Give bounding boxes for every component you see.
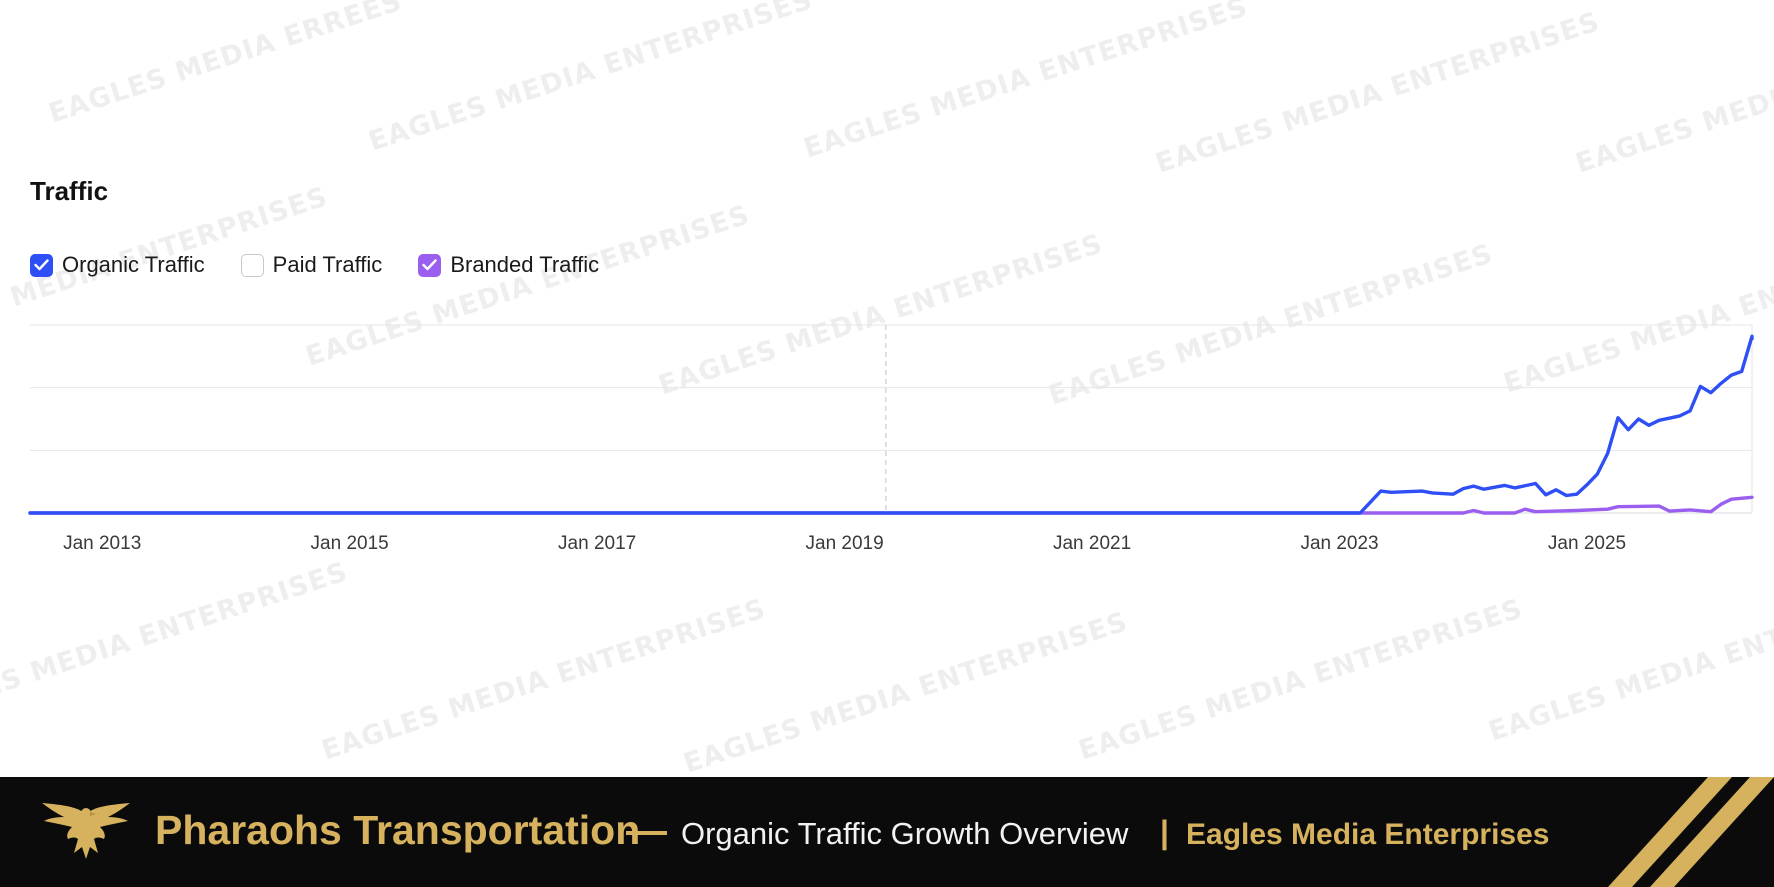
- legend-label-paid-traffic: Paid Traffic: [272, 252, 383, 277]
- gold-stripes-decoration: [1608, 777, 1774, 887]
- watermark-text: EAGLES MEDIA ENTERPRISES: [1075, 593, 1527, 767]
- organic-traffic-checkbox[interactable]: [30, 253, 53, 277]
- footer-company-title: Pharaohs Transportation: [155, 807, 641, 853]
- legend-label-organic-traffic: Organic Traffic: [62, 252, 205, 277]
- legend-toggle-branded-traffic[interactable]: Branded Traffic: [418, 252, 599, 278]
- footer-banner: Pharaohs Transportation — Organic Traffi…: [0, 777, 1774, 887]
- eagle-icon: [42, 803, 130, 859]
- watermark-text: EAGLES MEDIA ENTERPRISES: [680, 606, 1132, 777]
- watermark-text: EAGLES MEDIA ENTERPRISES: [1485, 574, 1774, 748]
- branded-traffic-checkbox[interactable]: [418, 253, 442, 277]
- watermark-text: EAGLES MEDIA ENTERPRISES: [365, 0, 817, 158]
- footer-subtitle: Organic Traffic Growth Overview: [681, 816, 1129, 851]
- legend-label-branded-traffic: Branded Traffic: [450, 252, 600, 277]
- footer-separator: |: [1160, 814, 1169, 850]
- x-tick-label: Jan 2025: [1548, 533, 1626, 554]
- section-title: Traffic: [30, 176, 109, 206]
- chart-legend: Organic Traffic Paid Traffic Branded Tra…: [30, 251, 635, 279]
- footer-dash: —: [626, 807, 667, 853]
- x-tick-label: Jan 2023: [1300, 533, 1378, 554]
- watermark-text: EAGLES MEDIA ENTERPRISES: [1152, 6, 1604, 180]
- watermark-text: EAGLES MEDIA ENTERPRISES: [318, 593, 770, 767]
- x-tick-label: Jan 2013: [63, 533, 141, 554]
- watermark-text: EAGLES MEDIA ENTERPRISES: [1572, 6, 1774, 180]
- series-line-organic-traffic: [28, 334, 1754, 515]
- legend-toggle-paid-traffic[interactable]: Paid Traffic: [240, 252, 383, 278]
- watermark-text: EAGLES MEDIA ENTERPRISES: [0, 556, 352, 730]
- footer-brand-name: Eagles Media Enterprises: [1186, 818, 1550, 851]
- x-tick-label: Jan 2015: [311, 533, 389, 554]
- x-tick-label: Jan 2019: [806, 533, 884, 554]
- x-tick-label: Jan 2017: [558, 533, 636, 554]
- traffic-line-chart: Jan 2013 Jan 2015 Jan 2017 Jan 2019 Jan 2021…: [28, 324, 1754, 554]
- legend-toggle-organic-traffic[interactable]: Organic Traffic: [30, 252, 205, 278]
- paid-traffic-checkbox[interactable]: [240, 253, 264, 277]
- watermark-text: EAGLES MEDIA ENTERPRISES: [800, 0, 1252, 165]
- watermark-text: EAGLES MEDIA ERREES: [45, 0, 406, 130]
- series-line-branded-traffic: [28, 495, 1754, 515]
- x-tick-label: Jan 2021: [1053, 533, 1131, 554]
